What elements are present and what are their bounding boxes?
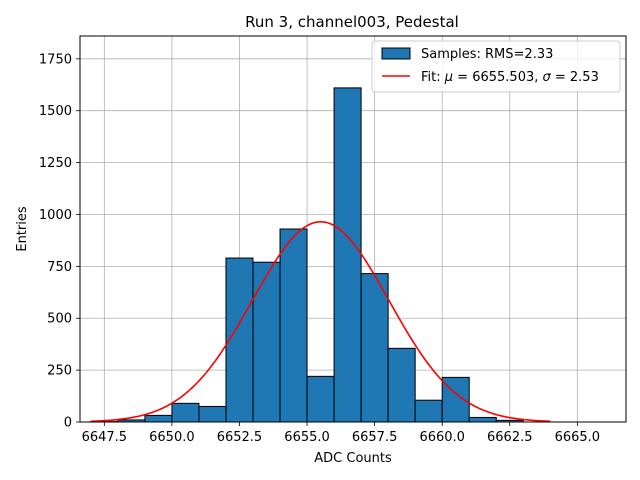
- y-axis-ticks: 0 250 500 750 1000 1250 1500 1750: [39, 52, 80, 431]
- histogram-bar: [468, 416, 497, 423]
- x-axis-ticks: 6647.5 6650.0 6652.5 6655.0 6657.5 6660.0 6662…: [82, 422, 601, 445]
- y-axis-label: Entries: [15, 206, 30, 252]
- y-tick-label: 1000: [39, 208, 72, 223]
- histogram-bars: [90, 87, 524, 423]
- x-tick-label: 6665.0: [555, 430, 601, 445]
- plot-frame: [79, 35, 627, 423]
- histogram-bar: [333, 87, 362, 423]
- x-tick-label: 6662.5: [487, 430, 533, 445]
- histogram-bar: [360, 273, 389, 423]
- y-tick-label: 1500: [39, 104, 72, 119]
- x-tick-label: 6650.0: [149, 430, 195, 445]
- y-tick-label: 0: [64, 416, 72, 431]
- chart-title: Run 3, channel003, Pedestal: [245, 13, 459, 31]
- x-tick-label: 6652.5: [217, 430, 263, 445]
- x-tick-label: 6657.5: [352, 430, 398, 445]
- y-tick-label: 500: [47, 312, 72, 327]
- legend-box: [371, 40, 621, 93]
- fit-curve: [90, 220, 551, 423]
- y-tick-label: 750: [47, 260, 72, 275]
- y-tick-label: 1250: [39, 156, 72, 171]
- legend-label-samples: Samples: RMS=2.33: [421, 47, 553, 62]
- histogram-bar: [171, 402, 200, 423]
- legend-label-fit: Fit: μ = 6655.503, σ = 2.53: [421, 70, 599, 85]
- x-tick-label: 6655.0: [284, 430, 330, 445]
- legend: Samples: RMS=2.33 Fit: μ = 6655.503, σ =…: [371, 40, 621, 93]
- histogram-bar: [198, 405, 227, 423]
- histogram-bar: [252, 261, 281, 423]
- x-axis-label: ADC Counts: [314, 451, 392, 466]
- legend-swatch-samples: [381, 47, 411, 60]
- x-tick-label: 6660.0: [419, 430, 465, 445]
- x-tick-label: 6647.5: [82, 430, 128, 445]
- histogram-bar: [144, 414, 173, 423]
- histogram-bar: [387, 347, 416, 423]
- histogram-bar: [306, 375, 335, 423]
- y-tick-label: 1750: [39, 52, 72, 67]
- histogram-bar: [279, 228, 308, 423]
- histogram-bar: [414, 399, 443, 423]
- y-tick-label: 250: [47, 364, 72, 379]
